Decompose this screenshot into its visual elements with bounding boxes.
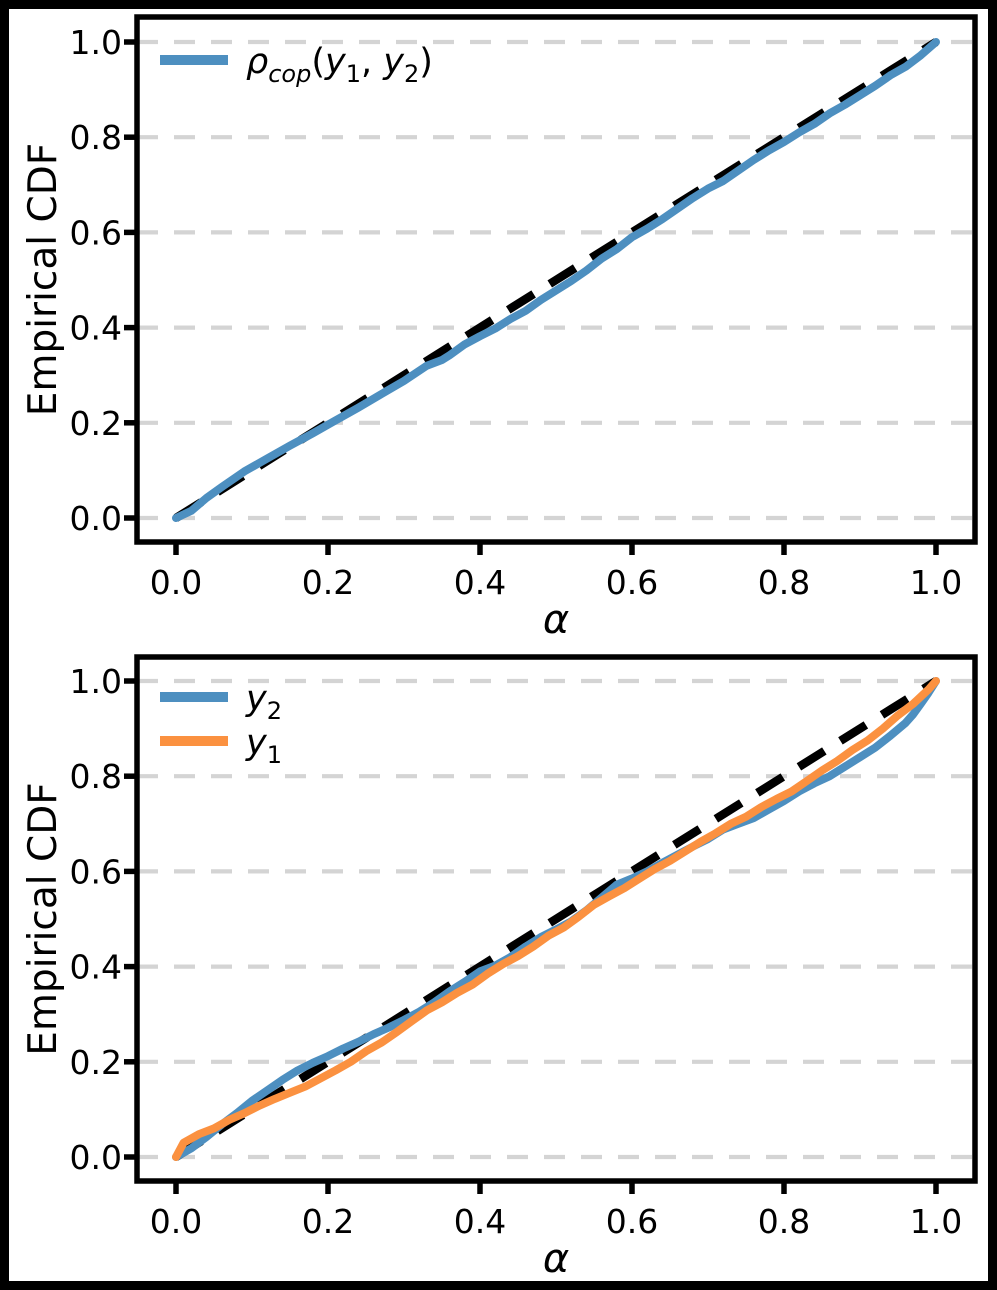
x-tick-label: 1.0 bbox=[910, 563, 962, 602]
y-tick-label: 0.4 bbox=[70, 309, 122, 348]
y-tick-label: 0.2 bbox=[70, 1043, 122, 1082]
y-tick-label: 0.2 bbox=[70, 404, 122, 443]
y-tick-label: 0.8 bbox=[70, 118, 122, 157]
x-tick-label: 0.6 bbox=[606, 563, 658, 602]
y-tick-label: 0.4 bbox=[70, 948, 122, 987]
x-tick-label: 0.6 bbox=[606, 1202, 658, 1241]
series-line-y1 bbox=[172, 677, 940, 1161]
axes-frame bbox=[134, 14, 978, 545]
y-axis-label: Empirical CDF bbox=[21, 782, 66, 1055]
y-tick-label: 0.8 bbox=[70, 757, 122, 796]
x-tick-label: 0.0 bbox=[150, 563, 202, 602]
y-tick-label: 1.0 bbox=[70, 23, 122, 62]
legend-label-y2: y2 bbox=[245, 679, 282, 725]
x-tick-label: 0.2 bbox=[302, 563, 354, 602]
y-tick-label: 1.0 bbox=[70, 662, 122, 701]
legend-label-y1: y1 bbox=[245, 723, 282, 769]
x-axis-label: α bbox=[543, 1236, 569, 1282]
y-tick-label: 0.6 bbox=[70, 213, 122, 252]
y-axis-label: Empirical CDF bbox=[21, 143, 66, 416]
x-tick-label: 0.4 bbox=[454, 563, 506, 602]
y-tick-label: 0.0 bbox=[70, 1138, 122, 1177]
x-tick-label: 0.8 bbox=[758, 1202, 810, 1241]
legend-label-rho_cop: ρcop(y1, y2) bbox=[246, 42, 433, 88]
x-tick-label: 1.0 bbox=[910, 1202, 962, 1241]
x-tick-label: 0.0 bbox=[150, 1202, 202, 1241]
x-tick-label: 0.2 bbox=[302, 1202, 354, 1241]
x-tick-label: 0.4 bbox=[454, 1202, 506, 1241]
x-tick-label: 0.8 bbox=[758, 563, 810, 602]
series-line-rho_cop bbox=[172, 38, 940, 522]
x-axis-label: α bbox=[543, 597, 569, 643]
axes-frame bbox=[134, 654, 978, 1184]
y-tick-label: 0.6 bbox=[70, 852, 122, 891]
y-tick-label: 0.0 bbox=[70, 499, 122, 538]
reference-diagonal-line bbox=[173, 677, 939, 1161]
